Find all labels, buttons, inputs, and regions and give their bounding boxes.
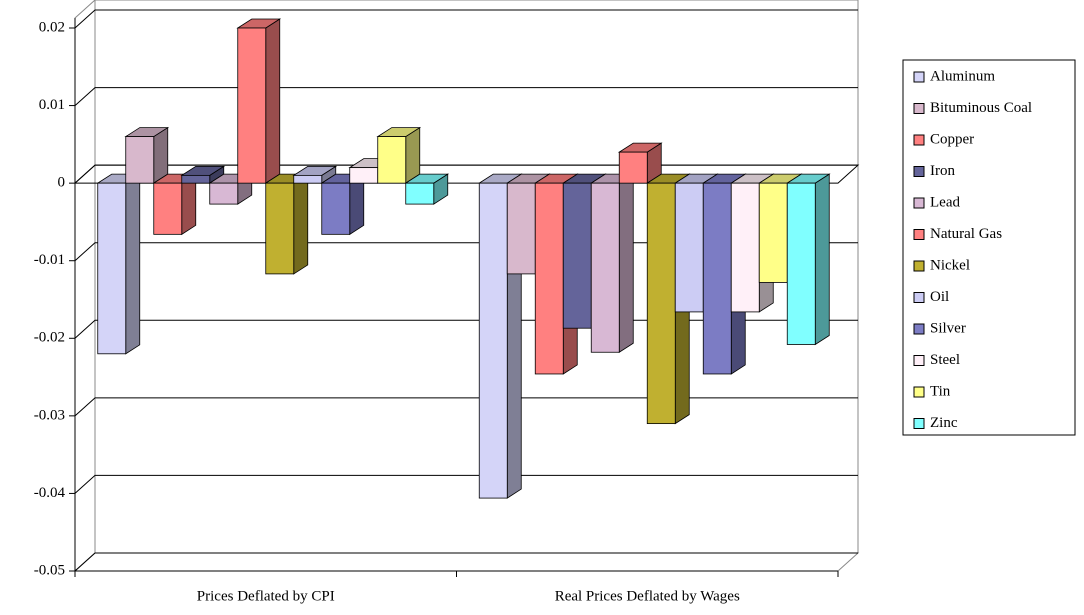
bar-side bbox=[153, 126, 169, 184]
bar bbox=[562, 182, 592, 329]
bar-side bbox=[265, 18, 281, 184]
bar bbox=[506, 182, 536, 275]
legend-label: Tin bbox=[930, 383, 951, 399]
grid-line bbox=[74, 474, 858, 494]
y-tick-label: -0.02 bbox=[34, 330, 65, 346]
bar bbox=[702, 182, 732, 375]
y-tick-label: -0.03 bbox=[34, 407, 65, 423]
bar-side bbox=[405, 126, 421, 184]
bar bbox=[618, 151, 648, 184]
bar bbox=[534, 182, 564, 375]
legend-swatch bbox=[913, 229, 925, 240]
legend-label: Iron bbox=[930, 163, 955, 179]
legend-swatch bbox=[913, 166, 925, 177]
bar-side bbox=[293, 173, 309, 275]
bar bbox=[646, 182, 676, 425]
bar bbox=[265, 182, 295, 275]
x-tick-label: Real Prices Deflated by Wages bbox=[555, 588, 740, 604]
floor bbox=[73, 552, 860, 572]
side-wall bbox=[74, 0, 96, 573]
legend-swatch bbox=[913, 386, 925, 398]
y-tick-label: 0 bbox=[58, 175, 66, 191]
bar bbox=[153, 182, 183, 235]
legend-label: Bituminous Coal bbox=[930, 100, 1032, 116]
bar bbox=[237, 27, 267, 184]
legend-label: Copper bbox=[930, 131, 974, 147]
grid-line bbox=[74, 9, 858, 29]
y-tick-label: -0.05 bbox=[34, 562, 65, 578]
bar bbox=[97, 182, 127, 355]
legend-label: Oil bbox=[930, 289, 949, 305]
bar-side bbox=[125, 173, 141, 355]
legend-swatch bbox=[913, 134, 925, 146]
legend-label: Aluminum bbox=[930, 68, 995, 84]
bar-side bbox=[814, 173, 830, 346]
legend-swatch bbox=[913, 292, 925, 303]
legend bbox=[902, 59, 1076, 436]
bar bbox=[293, 174, 323, 184]
legend-label: Steel bbox=[930, 352, 960, 368]
y-tick-label: -0.01 bbox=[34, 252, 65, 268]
legend-swatch bbox=[913, 71, 925, 83]
y-tick-label: 0.01 bbox=[39, 97, 65, 113]
legend-swatch bbox=[913, 418, 925, 429]
y-tick-label: 0.02 bbox=[39, 19, 65, 35]
legend-label: Nickel bbox=[930, 257, 970, 273]
legend-label: Silver bbox=[930, 320, 966, 336]
x-tick-label: Prices Deflated by CPI bbox=[197, 588, 335, 604]
bar bbox=[674, 182, 704, 313]
bar bbox=[181, 174, 211, 184]
bar bbox=[405, 182, 435, 205]
legend-label: Zinc bbox=[930, 415, 958, 431]
legend-swatch bbox=[913, 103, 925, 114]
y-tick-label: -0.04 bbox=[34, 485, 66, 501]
bar bbox=[758, 182, 788, 283]
bar bbox=[730, 182, 760, 313]
bar bbox=[786, 182, 816, 345]
legend-label: Lead bbox=[930, 194, 960, 210]
grid-line bbox=[74, 397, 858, 417]
bar bbox=[478, 182, 508, 499]
legend-label: Natural Gas bbox=[930, 226, 1002, 242]
bar bbox=[125, 136, 155, 184]
bar bbox=[590, 182, 620, 353]
grid-line bbox=[74, 87, 858, 106]
legend-swatch bbox=[913, 323, 925, 335]
grid-line bbox=[74, 552, 858, 572]
bar-side bbox=[618, 173, 634, 353]
bar bbox=[209, 182, 239, 205]
legend-swatch bbox=[913, 355, 925, 366]
legend-swatch bbox=[913, 197, 925, 209]
bar bbox=[349, 167, 379, 184]
bar bbox=[377, 136, 407, 184]
bar bbox=[321, 182, 351, 235]
legend-swatch bbox=[913, 260, 925, 272]
